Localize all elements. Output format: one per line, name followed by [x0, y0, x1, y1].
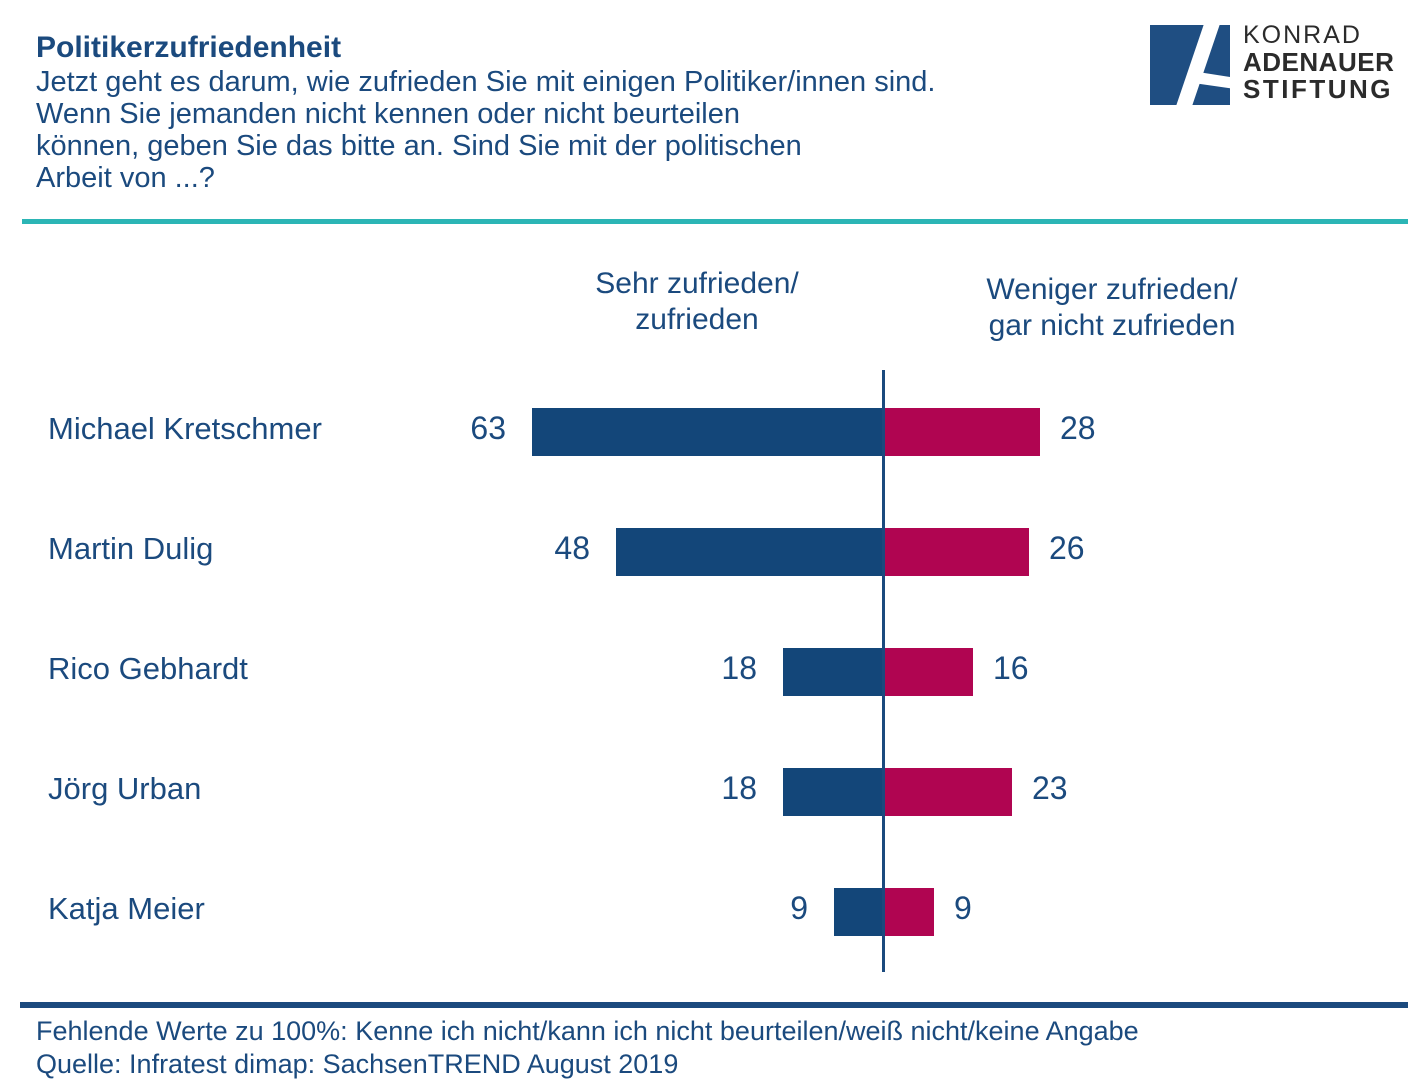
value-satisfied: 9: [790, 890, 808, 926]
bar-dissatisfied: [884, 768, 1012, 816]
bar-dissatisfied: [884, 648, 973, 696]
value-satisfied: 18: [721, 650, 757, 686]
question-text: Jetzt geht es darum, wie zufrieden Sie m…: [36, 66, 936, 194]
kas-logo: KONRAD ADENAUER STIFTUNG: [1150, 22, 1410, 107]
footer-source: Quelle: Infratest dimap: SachsenTREND Au…: [36, 1049, 679, 1079]
header-divider: [22, 219, 1408, 224]
bar-satisfied: [616, 528, 884, 576]
value-satisfied: 63: [470, 410, 506, 446]
page-title: Politikerzufriedenheit: [36, 31, 342, 64]
value-dissatisfied: 9: [954, 890, 972, 926]
kas-logo-icon: [1150, 25, 1230, 105]
value-dissatisfied: 16: [993, 650, 1029, 686]
bar-satisfied: [532, 408, 884, 456]
footer-divider: [20, 1002, 1408, 1008]
footer-note: Fehlende Werte zu 100%: Kenne ich nicht/…: [36, 1016, 1139, 1046]
kas-logo-line1: KONRAD: [1243, 21, 1362, 49]
kas-logo-line3: STIFTUNG: [1243, 74, 1393, 104]
category-label: Martin Dulig: [48, 531, 214, 566]
kas-logo-line2: ADENAUER: [1243, 47, 1395, 77]
legend-dissatisfied: Weniger zufrieden/ gar nicht zufrieden: [986, 273, 1238, 342]
category-label: Jörg Urban: [48, 771, 202, 806]
category-label: Rico Gebhardt: [48, 651, 248, 686]
value-satisfied: 48: [554, 530, 590, 566]
value-dissatisfied: 26: [1049, 530, 1085, 566]
value-satisfied: 18: [721, 770, 757, 806]
bar-satisfied: [834, 888, 884, 936]
kas-logo-text: KONRAD ADENAUER STIFTUNG: [1243, 22, 1394, 103]
value-dissatisfied: 23: [1032, 770, 1068, 806]
bar-satisfied: [783, 768, 884, 816]
bar-dissatisfied: [884, 528, 1029, 576]
category-label: Katja Meier: [48, 891, 205, 926]
chart-center-axis: [882, 370, 885, 972]
value-dissatisfied: 28: [1060, 410, 1096, 446]
bar-satisfied: [783, 648, 884, 696]
bar-dissatisfied: [884, 408, 1040, 456]
category-label: Michael Kretschmer: [48, 411, 322, 446]
bar-dissatisfied: [884, 888, 934, 936]
legend-satisfied: Sehr zufrieden/ zufrieden: [595, 267, 799, 336]
